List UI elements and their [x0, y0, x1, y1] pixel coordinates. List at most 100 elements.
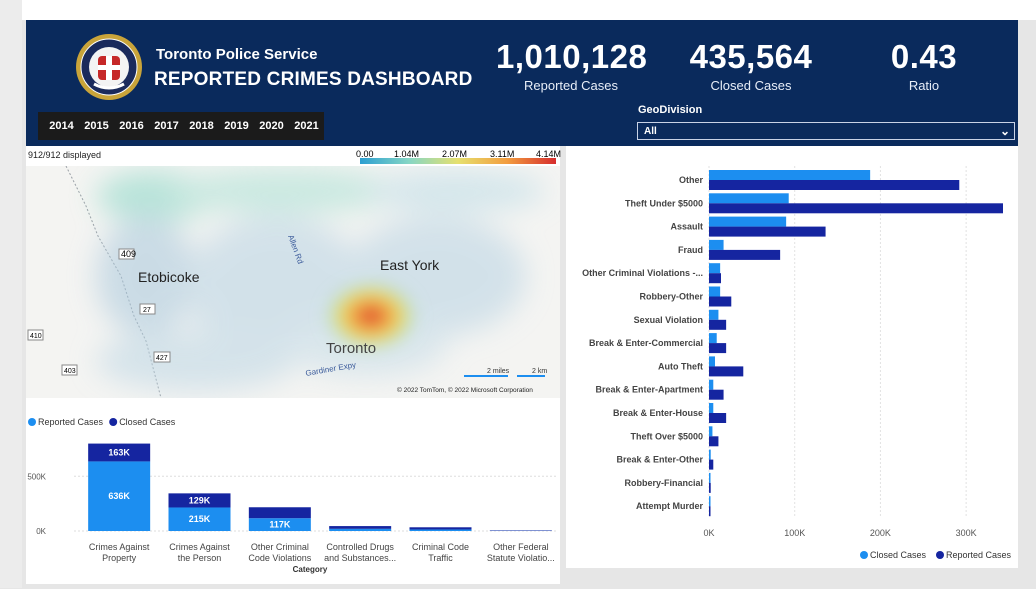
kpi-label: Closed Cases — [676, 78, 826, 93]
category-stacked-chart: Reported Cases Closed Cases 0K 500K 636K 16… — [26, 398, 560, 584]
closed-bar[interactable] — [410, 527, 472, 529]
kpi-reported: 1,010,128 Reported Cases — [496, 38, 646, 93]
year-option[interactable]: 2018 — [184, 120, 219, 132]
legend-label[interactable]: Reported Cases — [38, 417, 104, 427]
category-label: Criminal Code — [412, 542, 469, 552]
reported-bar[interactable] — [709, 297, 731, 307]
reported-bar[interactable] — [709, 273, 721, 283]
reported-bar[interactable] — [709, 460, 713, 470]
highway-shield: 403 — [62, 365, 77, 375]
reported-bar[interactable] — [709, 250, 780, 260]
category-label: Controlled Drugs — [326, 542, 394, 552]
category-label: Crimes Against — [89, 542, 150, 552]
closed-bar[interactable] — [709, 356, 715, 366]
closed-bar[interactable] — [709, 403, 713, 413]
category-label: Traffic — [428, 553, 453, 563]
x-tick-label: 200K — [870, 528, 891, 538]
closed-bar[interactable] — [709, 426, 712, 436]
category-chart-panel: Reported Cases Closed Cases 0K 500K 636K 16… — [26, 398, 560, 584]
closed-bar[interactable] — [709, 240, 724, 250]
closed-bar[interactable] — [709, 333, 717, 343]
legend-label[interactable]: Closed Cases — [119, 417, 176, 427]
year-option[interactable]: 2016 — [114, 120, 149, 132]
offence-category-label: Break & Enter-House — [613, 408, 703, 418]
offence-category-label: Break & Enter-Commercial — [589, 338, 703, 348]
legend-swatch — [860, 551, 868, 559]
y-tick-label: 500K — [27, 472, 46, 481]
x-tick-label: 100K — [784, 528, 805, 538]
reported-bar[interactable] — [709, 413, 726, 423]
reported-bar[interactable] — [709, 203, 1003, 213]
map-canvas: Etobicoke East York Toronto Allen Rd Gar… — [26, 166, 560, 398]
offence-category-label: Robbery-Financial — [624, 478, 703, 488]
dashboard-header: Toronto Police Service REPORTED CRIMES D… — [26, 20, 1018, 146]
closed-bar[interactable] — [709, 193, 789, 203]
legend-label[interactable]: Reported Cases — [946, 550, 1012, 560]
highway-shield: 27 — [140, 304, 155, 314]
closed-bar[interactable] — [709, 473, 711, 483]
heatmap-panel: 912/912 displayed 0.00 1.04M 2.07M 3.11M… — [26, 146, 560, 398]
reported-bar[interactable] — [709, 506, 711, 516]
offence-category-label: Theft Over $5000 — [630, 431, 703, 441]
category-label: Crimes Against — [169, 542, 230, 552]
reported-bar[interactable] — [709, 366, 743, 376]
reported-bar[interactable] — [709, 343, 726, 353]
reported-bar[interactable] — [709, 320, 726, 330]
category-label: and Substances... — [324, 553, 396, 563]
closed-bar[interactable] — [709, 310, 718, 320]
data-label: 636K — [108, 491, 130, 501]
year-option[interactable]: 2020 — [254, 120, 289, 132]
scale-km: 2 km — [532, 368, 547, 375]
closed-bar[interactable] — [709, 263, 720, 273]
kpi-closed: 435,564 Closed Cases — [676, 38, 826, 93]
svg-text:410: 410 — [30, 333, 42, 340]
offence-category-label: Other — [679, 175, 704, 185]
closed-bar[interactable] — [709, 496, 711, 506]
map-place-label: East York — [380, 257, 440, 273]
reported-bar[interactable] — [709, 390, 724, 400]
y-tick-label: 0K — [36, 527, 46, 536]
closed-bar[interactable] — [329, 526, 391, 529]
geodivision-label: GeoDivision — [638, 104, 702, 116]
offence-category-label: Attempt Murder — [636, 501, 703, 511]
year-option[interactable]: 2015 — [79, 120, 114, 132]
data-label: 163K — [108, 447, 130, 457]
offence-category-label: Break & Enter-Apartment — [595, 385, 703, 395]
closed-bar[interactable] — [709, 287, 720, 297]
year-option[interactable]: 2019 — [219, 120, 254, 132]
category-label: Property — [102, 553, 137, 563]
legend-label[interactable]: Closed Cases — [870, 550, 927, 560]
category-label: Other Federal — [493, 542, 549, 552]
reported-bar[interactable] — [709, 180, 959, 190]
data-label: 117K — [269, 520, 291, 530]
closed-bar[interactable] — [709, 170, 870, 180]
closed-bar[interactable] — [709, 217, 786, 227]
reported-bar[interactable] — [709, 483, 711, 493]
reported-bar[interactable] — [709, 227, 826, 237]
chevron-down-icon: ⌄ — [1000, 124, 1010, 138]
geodivision-dropdown[interactable]: All ⌄ — [637, 122, 1015, 140]
offence-category-label: Theft Under $5000 — [625, 198, 703, 208]
closed-bar[interactable] — [709, 380, 713, 390]
reported-bar[interactable] — [329, 529, 391, 531]
closed-bar[interactable] — [709, 450, 711, 460]
organization-name: Toronto Police Service — [156, 46, 317, 63]
year-option[interactable]: 2014 — [44, 120, 79, 132]
category-label: Other Criminal — [251, 542, 309, 552]
highway-shield: 410 — [28, 330, 43, 340]
reported-bar[interactable] — [709, 436, 718, 446]
year-option[interactable]: 2021 — [289, 120, 324, 132]
offence-category-label: Robbery-Other — [639, 292, 703, 302]
x-axis-title: Category — [293, 565, 328, 574]
legend-swatch — [28, 418, 36, 426]
year-option[interactable]: 2017 — [149, 120, 184, 132]
scale-miles: 2 miles — [487, 368, 510, 375]
closed-bar[interactable] — [249, 507, 311, 518]
svg-text:409: 409 — [121, 249, 136, 259]
reported-bar[interactable] — [410, 529, 472, 531]
page-title: REPORTED CRIMES DASHBOARD — [154, 69, 473, 91]
offence-category-label: Auto Theft — [658, 361, 703, 371]
offence-category-label: Assault — [670, 222, 703, 232]
heat-map[interactable]: Etobicoke East York Toronto Allen Rd Gar… — [26, 166, 560, 398]
